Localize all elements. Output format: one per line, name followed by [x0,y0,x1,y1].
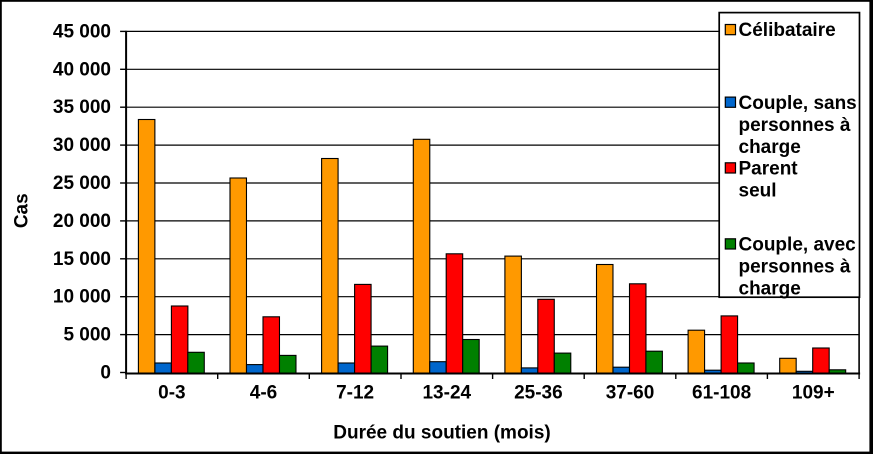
svg-text:7-12: 7-12 [336,383,374,404]
svg-text:Célibataire: Célibataire [739,20,836,41]
svg-text:0-3: 0-3 [158,383,185,404]
svg-text:charge: charge [739,137,801,158]
svg-text:25 000: 25 000 [53,173,111,194]
svg-text:seul: seul [739,181,777,202]
svg-text:10 000: 10 000 [53,287,111,308]
svg-text:61-108: 61-108 [692,383,751,404]
svg-text:Couple, avec: Couple, avec [739,235,857,256]
svg-text:Couple, sans: Couple, sans [739,93,857,114]
svg-text:30 000: 30 000 [53,135,111,156]
svg-text:109+: 109+ [792,383,835,404]
svg-text:Durée du soutien (mois): Durée du soutien (mois) [333,423,550,444]
svg-text:personnes à: personnes à [739,115,851,136]
svg-text:25-36: 25-36 [514,383,563,404]
svg-text:35 000: 35 000 [53,97,111,118]
svg-text:0: 0 [100,363,111,384]
svg-text:37-60: 37-60 [606,383,655,404]
svg-text:13-24: 13-24 [422,383,471,404]
svg-text:45 000: 45 000 [53,21,111,42]
svg-text:5 000: 5 000 [63,325,111,346]
svg-text:20 000: 20 000 [53,211,111,232]
svg-text:15 000: 15 000 [53,249,111,270]
svg-text:personnes à: personnes à [739,257,851,278]
svg-text:4-6: 4-6 [250,383,277,404]
svg-text:Cas: Cas [12,193,33,228]
svg-text:charge: charge [739,279,801,300]
svg-text:Parent: Parent [739,159,799,180]
svg-text:40 000: 40 000 [53,59,111,80]
